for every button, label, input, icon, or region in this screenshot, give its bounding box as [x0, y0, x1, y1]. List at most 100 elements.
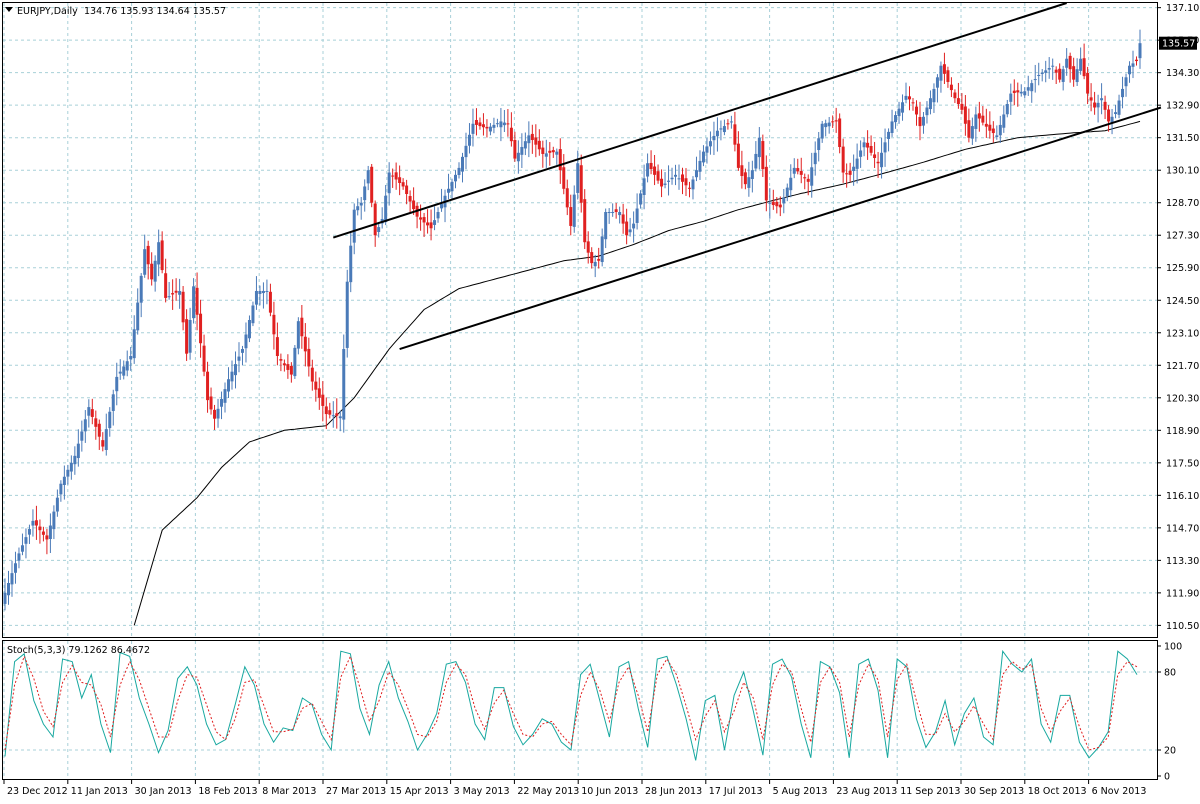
candle-body — [534, 137, 538, 145]
candle-body — [635, 208, 639, 223]
candle-body — [27, 529, 31, 535]
candle-body — [544, 153, 548, 157]
candle-body — [586, 241, 590, 253]
candle-body — [653, 166, 657, 175]
price-tick-label: 117.50 — [1166, 458, 1199, 469]
candle-body — [45, 535, 49, 540]
candle-body — [942, 64, 946, 74]
candle-body — [984, 123, 988, 127]
candle-body — [761, 141, 765, 170]
collapse-triangle-icon[interactable] — [5, 7, 13, 12]
candle-body — [268, 291, 272, 313]
candle-body — [331, 415, 335, 417]
candle-body — [1100, 98, 1104, 101]
candle-body — [660, 178, 664, 187]
candle-body — [1103, 101, 1107, 110]
price-tick-label: 123.10 — [1166, 328, 1199, 339]
candle-body — [227, 379, 231, 392]
price-tick-label: 137.10 — [1166, 3, 1199, 14]
sma-line — [133, 120, 1141, 626]
candle-body — [771, 201, 775, 206]
candle-body — [192, 286, 196, 319]
candle-body — [925, 107, 929, 116]
candle-body — [230, 371, 234, 382]
candle-body — [251, 305, 255, 324]
candle-body — [408, 196, 412, 202]
time-tick-label: 10 Jun 2013 — [581, 786, 638, 797]
candle-body — [69, 462, 73, 472]
candle-body — [436, 212, 440, 219]
candle-body — [83, 419, 87, 432]
candle-body — [743, 172, 747, 185]
price-tick-label: 118.90 — [1166, 426, 1199, 437]
candle-body — [590, 252, 594, 264]
candle-body — [440, 203, 444, 209]
candle-body — [356, 206, 360, 211]
candle-body — [1033, 79, 1037, 81]
candle-body — [701, 151, 705, 163]
candle-body — [164, 273, 168, 298]
candle-body — [324, 406, 328, 415]
osc-tick-label: 0 — [1164, 772, 1170, 783]
candle-body — [66, 469, 70, 477]
candle-body — [303, 336, 307, 352]
candle-body — [220, 398, 224, 407]
candle-body — [583, 199, 587, 243]
candle-body — [1086, 72, 1090, 94]
candle-body — [911, 102, 915, 104]
candle-body — [178, 290, 182, 295]
candle-body — [908, 96, 912, 100]
candle-body — [366, 170, 370, 184]
candle-body — [632, 223, 636, 229]
price-tick-label: 128.70 — [1166, 198, 1199, 209]
trend-line — [332, 2, 1067, 239]
candle-body — [289, 365, 293, 375]
candle-body — [1135, 59, 1139, 62]
candle-body — [478, 122, 482, 127]
candle-body — [1128, 65, 1132, 75]
candle-body — [275, 337, 279, 356]
candle-body — [667, 180, 671, 182]
candle-body — [481, 124, 485, 128]
candle-body — [247, 320, 251, 339]
candle-body — [663, 183, 667, 185]
candle-body — [1138, 43, 1142, 59]
candle-body — [820, 123, 824, 139]
candle-body — [474, 120, 478, 125]
candle-body — [757, 137, 761, 158]
candle-body — [1114, 112, 1118, 115]
candle-body — [488, 126, 492, 132]
candle-body — [904, 95, 908, 100]
candle-body — [216, 408, 220, 419]
candle-body — [209, 396, 213, 410]
candle-body — [412, 200, 416, 210]
candle-body — [604, 212, 608, 240]
stochastic-header: Stoch(5,3,3) 79.1262 86.4672 — [7, 645, 150, 656]
candle-body — [1026, 87, 1030, 91]
candle-body — [1044, 70, 1048, 73]
moving-average — [133, 120, 1141, 626]
candle-body — [1016, 90, 1020, 93]
stochastic-lines — [4, 649, 1138, 761]
candle-body — [705, 146, 709, 153]
candle-body — [852, 166, 856, 172]
candle-body — [792, 167, 796, 174]
time-tick-label: 22 May 2013 — [517, 786, 579, 797]
trend-channel — [332, 2, 1162, 350]
candle-body — [1065, 58, 1069, 68]
candle-body — [740, 165, 744, 177]
candle-body — [286, 364, 290, 370]
candle-body — [726, 123, 730, 125]
candle-body — [932, 88, 936, 103]
candle-body — [855, 158, 859, 169]
price-tick-label: 125.90 — [1166, 263, 1199, 274]
candle-body — [687, 187, 691, 189]
candle-body — [261, 290, 265, 294]
current-price-label: 135.57 — [1162, 39, 1195, 50]
candle-body — [373, 203, 377, 236]
candle-body — [398, 177, 402, 183]
candle-body — [712, 135, 716, 141]
price-tick-label: 131.50 — [1166, 133, 1199, 144]
candle-body — [715, 130, 719, 137]
candle-body — [918, 117, 922, 127]
